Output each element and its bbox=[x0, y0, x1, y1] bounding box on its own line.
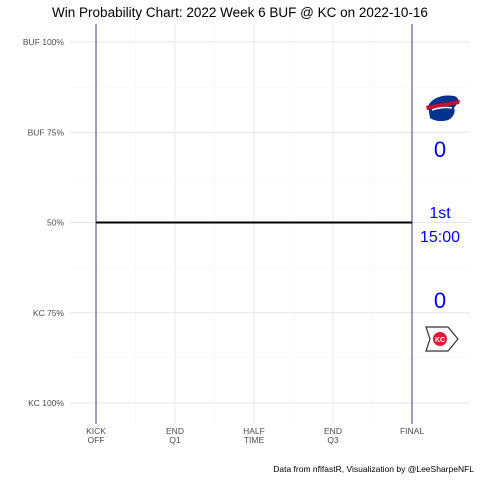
x-tick-label: HALF TIME bbox=[243, 426, 265, 445]
chart-title: Win Probability Chart: 2022 Week 6 BUF @… bbox=[52, 5, 428, 20]
x-tick-label: END Q3 bbox=[324, 426, 342, 445]
home-score: 0 bbox=[434, 288, 446, 313]
x-tick-label-line: HALF bbox=[243, 426, 265, 436]
x-tick-label-line: FINAL bbox=[400, 426, 424, 436]
chiefs-logo-icon: KC bbox=[425, 326, 459, 352]
x-tick-label-line: Q1 bbox=[169, 435, 181, 445]
y-tick-label: KC 75% bbox=[33, 308, 65, 318]
chart-caption: Data from nflfastR, Visualization by @Le… bbox=[273, 464, 474, 474]
grid-lines bbox=[70, 24, 470, 424]
quarter-boundary-lines bbox=[95, 24, 413, 424]
svg-text:KC: KC bbox=[435, 337, 445, 344]
y-tick-label: BUF 100% bbox=[23, 37, 65, 47]
x-tick-label: KICK OFF bbox=[86, 426, 106, 445]
x-tick-label-line: END bbox=[324, 426, 342, 436]
y-tick-label: KC 100% bbox=[28, 398, 64, 408]
x-tick-label: END Q1 bbox=[166, 426, 184, 445]
y-tick-label: 50% bbox=[47, 218, 64, 228]
away-score: 0 bbox=[434, 137, 446, 162]
x-tick-label-line: KICK bbox=[86, 426, 106, 436]
x-tick-label-line: TIME bbox=[244, 435, 265, 445]
x-tick-label-line: OFF bbox=[88, 435, 105, 445]
bills-logo-icon bbox=[426, 95, 460, 122]
game-clock: 15:00 bbox=[420, 229, 460, 246]
x-tick-label-line: END bbox=[166, 426, 184, 436]
x-tick-label: FINAL bbox=[400, 426, 424, 436]
y-tick-label: BUF 75% bbox=[28, 127, 65, 137]
game-quarter: 1st bbox=[429, 205, 451, 222]
y-axis-tick-labels: BUF 100% BUF 75% 50% KC 75% KC 100% bbox=[23, 37, 65, 408]
x-tick-label-line: Q3 bbox=[327, 435, 339, 445]
